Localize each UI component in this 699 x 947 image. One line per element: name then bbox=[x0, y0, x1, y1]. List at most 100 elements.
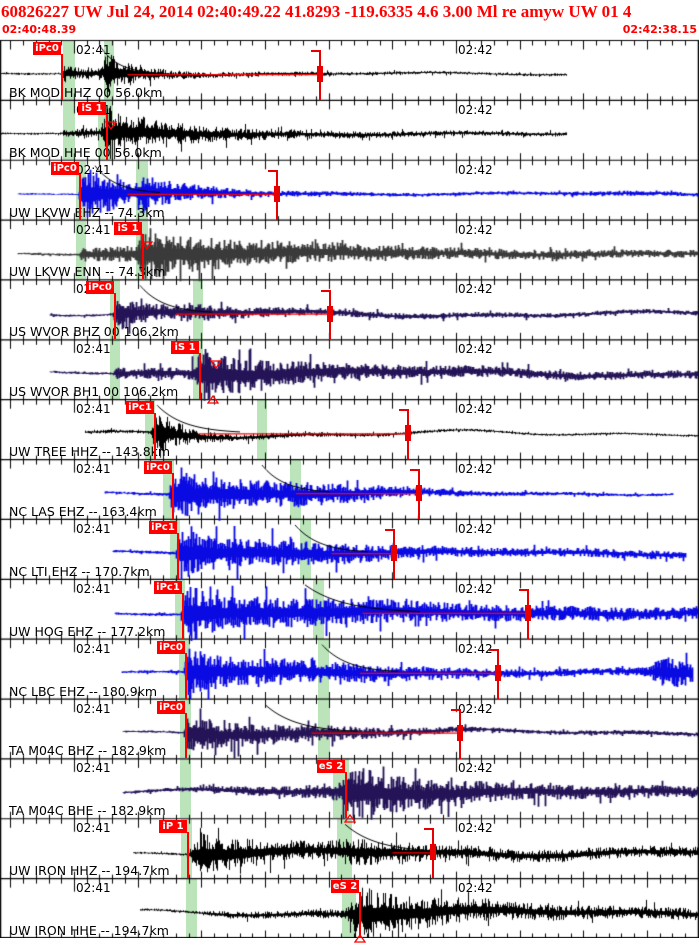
station-label: UW TREE HHZ -- 143.8km bbox=[9, 444, 171, 460]
trace-panel-us-wvor-bh1[interactable]: 02:41 02:42 US WVOR BH1 00 106.2km iS 1 bbox=[0, 339, 699, 404]
minute-label: 02:41 bbox=[76, 881, 111, 896]
pick-flag[interactable]: iS 1 bbox=[78, 101, 106, 115]
station-label: NC LBC EHZ -- 180.9km bbox=[9, 683, 158, 699]
station-label: US WVOR BHZ 00 106.2km bbox=[9, 324, 179, 340]
pick-flag[interactable]: iPc0 bbox=[51, 161, 79, 175]
minute-label: 02:42 bbox=[458, 641, 493, 656]
minute-label: 02:41 bbox=[76, 821, 111, 836]
coda-bar bbox=[416, 485, 422, 502]
coda-top-tick bbox=[399, 409, 408, 412]
coda-bar bbox=[317, 66, 323, 83]
minute-label: 02:42 bbox=[458, 282, 493, 297]
pick-line[interactable] bbox=[187, 832, 189, 879]
trace-panel-uw-tree-hhz[interactable]: 02:41 02:42 UW TREE HHZ -- 143.8km iPc1 bbox=[0, 399, 699, 460]
coda-bar bbox=[274, 185, 280, 202]
trace-panel-nc-las-ehz[interactable]: 02:41 02:42 NC LAS EHZ -- 163.4km iPc0 bbox=[0, 459, 699, 520]
pick-line[interactable] bbox=[185, 652, 187, 699]
trace-panel-uw-hog-ehz[interactable]: 02:41 02:42 UW HOG EHZ -- 177.2km iPc1 bbox=[0, 579, 699, 639]
pick-line[interactable] bbox=[185, 712, 187, 759]
pick-flag[interactable]: iPc1 bbox=[154, 580, 182, 594]
minute-label: 02:41 bbox=[76, 162, 111, 177]
pick-line[interactable] bbox=[106, 113, 108, 160]
uncertainty-triangle-up bbox=[353, 928, 367, 943]
trace-panel-bk-mod-hhz[interactable]: 02:41 02:42 BK MOD HHZ 00 56.0km iPc0 bbox=[0, 40, 699, 101]
minute-label: 02:42 bbox=[458, 102, 493, 117]
station-label: NC LTI EHZ -- 170.7km bbox=[9, 563, 150, 579]
minute-label: 02:42 bbox=[458, 402, 493, 417]
minute-label: 02:42 bbox=[458, 342, 493, 357]
station-label: UW LKVW EHZ -- 74.3km bbox=[9, 204, 165, 220]
pick-line[interactable] bbox=[172, 473, 174, 519]
minute-label: 02:41 bbox=[76, 342, 111, 357]
station-label: TA M04C BHZ -- 182.9km bbox=[9, 743, 167, 759]
pick-flag[interactable]: iPc1 bbox=[149, 520, 177, 534]
trace-panel-uw-iron-hhz[interactable]: 02:41 02:42 UW IRON HHZ -- 194.7km iP 1 bbox=[0, 818, 699, 879]
trace-panel-ta-m04c-bhz[interactable]: 02:41 02:42 TA M04C BHZ -- 182.9km iPc0 bbox=[0, 699, 699, 759]
trace-panel-nc-lbc-ehz[interactable]: 02:41 02:42 NC LBC EHZ -- 180.9km iPc0 bbox=[0, 639, 699, 699]
minute-label: 02:42 bbox=[458, 761, 493, 776]
station-label: TA M04C BHE -- 182.9km bbox=[9, 803, 166, 819]
pick-line[interactable] bbox=[61, 54, 63, 100]
pick-line[interactable] bbox=[79, 173, 81, 220]
minute-label: 02:42 bbox=[458, 881, 493, 896]
pick-flag[interactable]: iPc0 bbox=[33, 42, 61, 55]
coda-top-tick bbox=[424, 828, 433, 831]
station-label: US WVOR BH1 00 106.2km bbox=[9, 384, 179, 400]
pick-line[interactable] bbox=[182, 592, 184, 639]
minute-label: 02:42 bbox=[458, 821, 493, 836]
minute-label: 02:42 bbox=[458, 43, 493, 57]
pick-flag[interactable]: iPc0 bbox=[157, 700, 185, 714]
pick-flag[interactable]: eS 2 bbox=[331, 880, 359, 894]
coda-bar bbox=[327, 305, 333, 322]
coda-top-tick bbox=[451, 708, 460, 711]
minute-label: 02:41 bbox=[76, 581, 111, 596]
pick-line[interactable] bbox=[142, 233, 144, 280]
station-label: NC LAS EHZ -- 163.4km bbox=[9, 503, 157, 519]
minute-label: 02:42 bbox=[458, 462, 493, 477]
uncertainty-triangle-down bbox=[104, 115, 118, 130]
station-label: UW IRON HHE -- 194.7km bbox=[9, 922, 169, 938]
trace-panel-uw-lkvw-ehz[interactable]: 02:41 02:42 UW LKVW EHZ -- 74.3km iPc0 bbox=[0, 160, 699, 220]
pick-flag[interactable]: iPc0 bbox=[144, 461, 172, 475]
minute-label: 02:41 bbox=[76, 402, 111, 417]
trace-panel-uw-lkvw-enn[interactable]: 02:41 02:42 UW LKVW ENN -- 74.3km iS 1 bbox=[0, 220, 699, 280]
station-label: BK MOD HHZ 00 56.0km bbox=[9, 84, 163, 100]
uncertainty-triangle-down bbox=[140, 235, 154, 250]
pick-line[interactable] bbox=[199, 353, 201, 400]
minute-label: 02:42 bbox=[458, 581, 493, 596]
minute-label: 02:42 bbox=[458, 521, 493, 536]
trace-panel-ta-m04c-bhe[interactable]: 02:41 02:42 TA M04C BHE -- 182.9km eS 2 bbox=[0, 758, 699, 823]
pick-line[interactable] bbox=[154, 413, 156, 460]
station-label: UW HOG EHZ -- 177.2km bbox=[9, 623, 166, 639]
pick-flag[interactable]: iPc0 bbox=[157, 640, 185, 654]
pick-line[interactable] bbox=[359, 892, 361, 938]
station-label: UW IRON HHZ -- 194.7km bbox=[9, 863, 170, 879]
pick-flag[interactable]: iPc0 bbox=[86, 281, 114, 295]
coda-top-tick bbox=[311, 50, 320, 53]
pick-flag[interactable]: iS 1 bbox=[114, 221, 142, 235]
pick-flag[interactable]: iS 1 bbox=[171, 341, 199, 355]
pick-line[interactable] bbox=[345, 772, 347, 819]
coda-bar bbox=[391, 545, 397, 562]
minute-label: 02:42 bbox=[458, 162, 493, 177]
minute-label: 02:41 bbox=[76, 761, 111, 776]
coda-bar bbox=[495, 664, 501, 681]
coda-bar bbox=[430, 844, 436, 861]
pick-line[interactable] bbox=[177, 532, 179, 579]
pick-flag[interactable]: iPc1 bbox=[126, 401, 154, 415]
minute-label: 02:41 bbox=[76, 701, 111, 716]
trace-panel-nc-lti-ehz[interactable]: 02:41 02:42 NC LTI EHZ -- 170.7km iPc1 bbox=[0, 519, 699, 580]
pick-line[interactable] bbox=[114, 293, 116, 340]
pick-flag[interactable]: iP 1 bbox=[159, 820, 187, 834]
minute-label: 02:41 bbox=[76, 222, 111, 237]
pick-flag[interactable]: eS 2 bbox=[317, 760, 345, 774]
minute-label: 02:41 bbox=[76, 521, 111, 536]
coda-top-tick bbox=[385, 529, 394, 532]
uncertainty-triangle-up bbox=[343, 808, 357, 823]
minute-label: 02:41 bbox=[76, 462, 111, 477]
coda-top-tick bbox=[489, 648, 498, 651]
trace-panel-uw-iron-hhe[interactable]: 02:41 02:42 UW IRON HHE -- 194.7km eS 2 bbox=[0, 878, 699, 943]
